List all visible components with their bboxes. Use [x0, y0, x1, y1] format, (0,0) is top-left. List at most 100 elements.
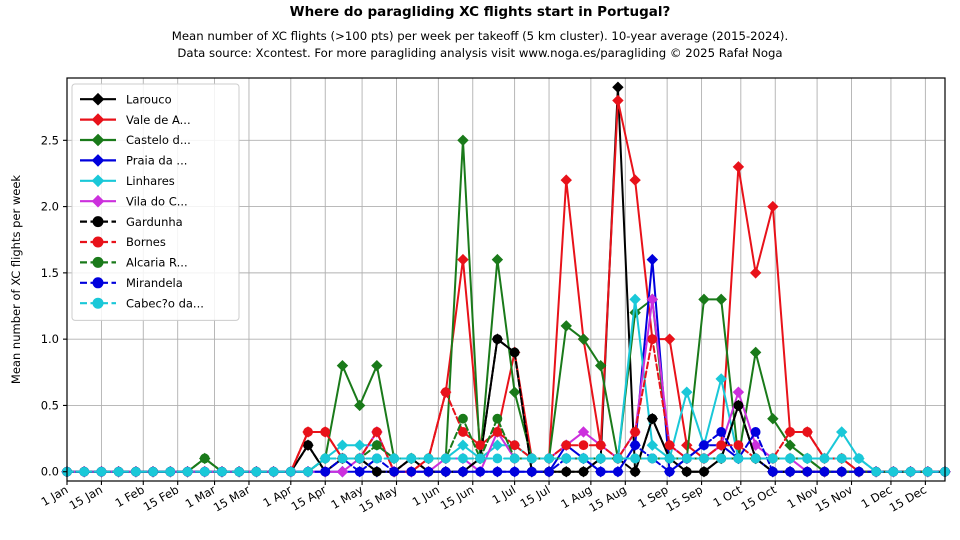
data-point-marker	[630, 440, 641, 451]
x-tick-label: 15 Oct	[739, 482, 779, 513]
x-tick-label: 15 Feb	[141, 482, 181, 513]
data-point-marker	[732, 386, 745, 398]
data-point-marker	[612, 81, 624, 93]
legend-item-vale-de-a[interactable]: Vale de A...	[80, 113, 191, 127]
y-tick-label: 2.5	[41, 133, 59, 147]
data-point-marker	[716, 453, 727, 464]
data-point-marker	[784, 439, 796, 451]
data-point-marker	[716, 440, 727, 451]
y-tick-label: 0.0	[41, 465, 59, 479]
data-point-marker	[354, 466, 365, 477]
chart-legend[interactable]: Larouco Vale de A... Castelo d... Praia da …	[71, 83, 240, 321]
data-point-marker	[371, 359, 383, 372]
data-point-marker	[561, 466, 572, 477]
x-tick-label: 1 Jun	[410, 482, 442, 509]
data-point-marker	[560, 320, 572, 332]
data-point-marker	[353, 399, 366, 412]
legend-item-linhares[interactable]: Linhares	[80, 174, 175, 188]
data-point-marker	[749, 267, 762, 279]
x-tick-label: 15 Jul	[518, 482, 553, 510]
data-point-marker	[560, 174, 572, 186]
data-point-marker	[594, 359, 607, 372]
data-point-marker	[492, 334, 503, 345]
data-point-marker	[371, 453, 382, 464]
data-point-marker	[630, 453, 641, 464]
data-point-marker	[544, 466, 554, 477]
legend-label: Gardunha	[126, 215, 183, 229]
data-point-marker	[561, 440, 572, 451]
legend-marker	[91, 194, 105, 208]
data-point-marker	[320, 466, 331, 477]
data-point-marker	[475, 440, 486, 451]
data-point-marker	[475, 466, 486, 477]
data-point-marker	[819, 453, 830, 464]
data-point-marker	[733, 440, 744, 451]
data-point-marker	[509, 453, 520, 464]
data-point-marker	[595, 440, 606, 451]
data-point-marker	[698, 293, 710, 306]
legend-marker	[92, 277, 104, 289]
legend-item-larouco[interactable]: Larouco	[80, 92, 172, 106]
legend-item-gardunha[interactable]: Gardunha	[80, 215, 183, 229]
data-point-marker	[492, 466, 503, 477]
data-point-marker	[802, 466, 813, 477]
data-point-marker	[458, 453, 468, 464]
x-tick-label: 1 Feb	[113, 482, 147, 510]
x-tick-label: 15 Apr	[289, 482, 329, 513]
chart-title: Where do paragliding XC flights start in…	[289, 4, 671, 20]
legend-item-mirandela[interactable]: Mirandela	[80, 276, 183, 290]
data-point-marker	[492, 413, 503, 424]
data-point-marker	[113, 466, 124, 477]
data-point-marker	[96, 466, 107, 477]
x-tick-label: 15 May	[357, 482, 401, 515]
data-point-marker	[578, 466, 589, 477]
legend-item-alcaria-r[interactable]: Alcaria R...	[80, 256, 188, 270]
data-point-marker	[371, 427, 382, 437]
data-point-marker	[526, 453, 537, 464]
x-tick-label: 1 Oct	[711, 482, 745, 510]
y-axis-title: Mean number of XC flights per week	[9, 175, 23, 384]
data-point-marker	[406, 466, 417, 477]
data-point-marker	[509, 440, 520, 451]
data-point-marker	[647, 413, 658, 424]
data-point-marker	[336, 359, 349, 372]
data-point-marker	[509, 466, 520, 477]
x-tick-label: 15 Aug	[587, 482, 629, 514]
data-point-marker	[458, 466, 468, 477]
data-point-marker	[715, 293, 727, 306]
data-point-marker	[836, 453, 847, 464]
data-point-marker	[371, 466, 382, 477]
legend-item-vila-do-c[interactable]: Vila do C...	[80, 194, 188, 208]
data-point-marker	[406, 453, 417, 464]
data-point-marker	[458, 413, 468, 424]
data-point-marker	[440, 466, 451, 477]
legend-label: Alcaria R...	[126, 256, 188, 270]
data-point-marker	[767, 412, 779, 425]
series-cabec-o-da	[62, 453, 950, 477]
legend-label: Praia da ...	[126, 154, 187, 168]
data-point-marker	[199, 466, 210, 477]
legend-item-castelo-d[interactable]: Castelo d...	[80, 133, 191, 147]
data-point-marker	[475, 453, 486, 464]
legend-item-praia-da[interactable]: Praia da ...	[80, 154, 187, 168]
data-point-marker	[854, 453, 864, 464]
data-point-marker	[629, 293, 641, 306]
data-point-marker	[336, 466, 349, 478]
data-point-marker	[389, 453, 400, 464]
data-point-marker	[785, 427, 795, 437]
data-point-marker	[699, 466, 709, 477]
legend-item-bornes[interactable]: Bornes	[80, 235, 166, 249]
data-point-marker	[354, 453, 365, 464]
data-point-marker	[767, 200, 779, 213]
data-point-marker	[337, 453, 348, 464]
data-point-marker	[647, 334, 658, 345]
data-point-marker	[647, 453, 658, 464]
legend-item-cabec-o-da[interactable]: Cabec?o da...	[80, 296, 204, 310]
data-point-marker	[835, 426, 848, 438]
data-point-marker	[905, 466, 916, 477]
data-point-marker	[458, 427, 468, 437]
data-point-marker	[836, 466, 847, 477]
x-tick-label: 15 Dec	[887, 482, 929, 514]
